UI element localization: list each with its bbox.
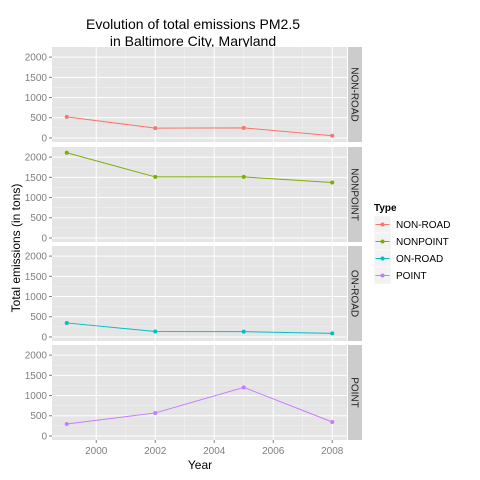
data-point-non-road xyxy=(330,134,334,138)
y-tick-label: 0 xyxy=(41,332,47,343)
data-point-nonpoint xyxy=(153,175,157,179)
x-tick-label: 2004 xyxy=(203,446,226,457)
data-point-non-road xyxy=(65,115,69,119)
legend-key-point xyxy=(381,223,385,227)
chart-title-line2: in Baltimore City, Maryland xyxy=(110,33,276,49)
data-point-nonpoint xyxy=(330,180,334,184)
data-point-nonpoint xyxy=(242,175,246,179)
legend-label: POINT xyxy=(396,271,427,282)
data-point-point xyxy=(242,385,246,389)
data-point-point xyxy=(153,411,157,415)
y-tick-label: 1000 xyxy=(25,391,48,402)
y-tick-label: 1500 xyxy=(25,173,48,184)
y-tick-label: 2000 xyxy=(25,153,48,164)
y-tick-label: 500 xyxy=(30,312,47,323)
data-point-on-road xyxy=(242,330,246,334)
facet-strip-label: NON-ROAD xyxy=(349,67,360,121)
y-tick-label: 1500 xyxy=(25,371,48,382)
facet-strip-label: ON-ROAD xyxy=(349,270,360,317)
x-tick-label: 2002 xyxy=(144,446,167,457)
panel-nonpoint: 0 500 1000 1500 2000 NONPOINT xyxy=(25,147,362,244)
facet-strip-label: POINT xyxy=(349,377,360,408)
x-axis: 2000 2002 2004 2006 2008 xyxy=(85,440,344,457)
legend-label: NONPOINT xyxy=(396,237,449,248)
data-point-on-road xyxy=(65,321,69,325)
y-tick-label: 500 xyxy=(30,411,47,422)
legend-label: NON-ROAD xyxy=(396,220,450,231)
facet-strip-label: NONPOINT xyxy=(349,168,360,221)
x-tick-label: 2000 xyxy=(85,446,108,457)
data-point-point xyxy=(330,420,334,424)
x-tick-label: 2006 xyxy=(262,446,285,457)
y-tick-label: 2000 xyxy=(25,252,48,263)
y-tick-label: 1000 xyxy=(25,292,48,303)
data-point-point xyxy=(65,422,69,426)
y-tick-label: 0 xyxy=(41,133,47,144)
data-point-nonpoint xyxy=(65,151,69,155)
y-tick-label: 2000 xyxy=(25,53,48,64)
data-point-on-road xyxy=(330,331,334,335)
legend-label: ON-ROAD xyxy=(396,254,443,265)
x-axis-title: Year xyxy=(188,458,212,472)
data-point-on-road xyxy=(153,330,157,334)
facet-panels: 0 500 1000 1500 2000 NON-ROAD 0 500 1000 1500 2000… xyxy=(25,47,362,442)
legend-key-point xyxy=(381,257,385,261)
y-tick-label: 1000 xyxy=(25,193,48,204)
y-tick-label: 500 xyxy=(30,213,47,224)
y-tick-label: 0 xyxy=(41,431,47,442)
panel-point: 0 500 1000 1500 2000 POINT xyxy=(25,345,362,442)
panel-on-road: 0 500 1000 1500 2000 ON-ROAD xyxy=(25,246,362,343)
x-tick-label: 2008 xyxy=(321,446,344,457)
chart-title-line1: Evolution of total emissions PM2.5 xyxy=(86,16,300,32)
y-tick-label: 2000 xyxy=(25,351,48,362)
data-point-non-road xyxy=(242,126,246,130)
y-tick-label: 1500 xyxy=(25,272,48,283)
y-tick-label: 500 xyxy=(30,113,47,124)
y-axis-title: Total emissions (in tons) xyxy=(9,184,23,313)
y-tick-label: 0 xyxy=(41,233,47,244)
legend-title: Type xyxy=(374,203,397,214)
legend: Type NON-ROAD NONPOINT ON-ROAD POINT xyxy=(374,203,450,284)
data-point-non-road xyxy=(153,126,157,130)
panel-non-road: 0 500 1000 1500 2000 NON-ROAD xyxy=(25,47,362,144)
y-tick-label: 1000 xyxy=(25,93,48,104)
y-tick-label: 1500 xyxy=(25,73,48,84)
legend-key-point xyxy=(381,240,385,244)
legend-key-point xyxy=(381,274,385,278)
